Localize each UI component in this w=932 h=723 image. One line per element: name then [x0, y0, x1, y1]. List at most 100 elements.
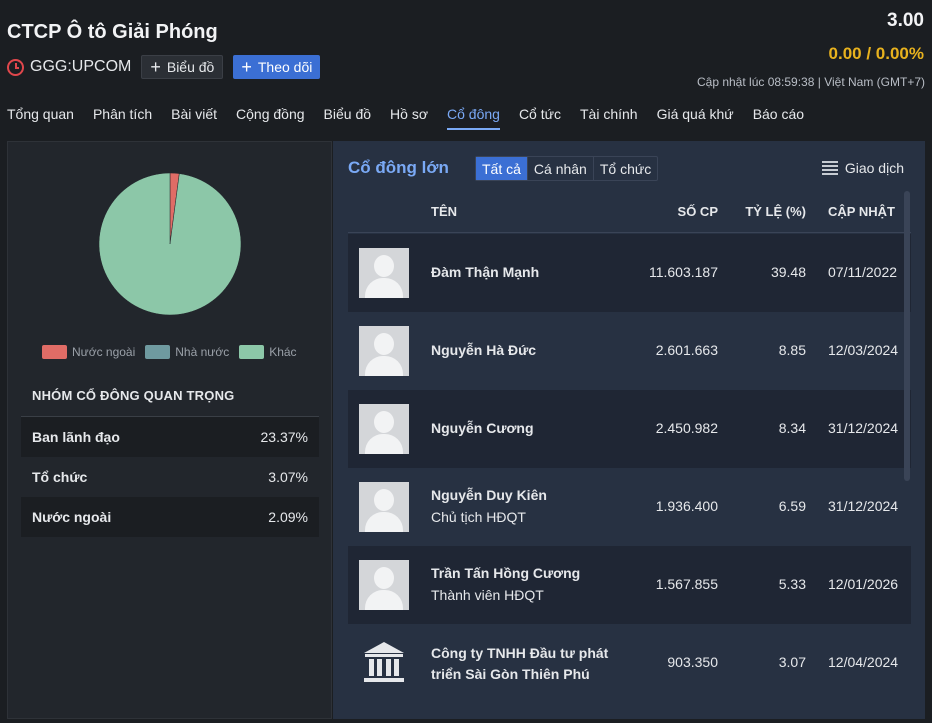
ownership-ratio: 39.48: [770, 264, 806, 280]
group-value: 23.37%: [260, 429, 308, 445]
tab-overview[interactable]: Tổng quan: [7, 106, 74, 122]
tab-analysis[interactable]: Phân tích: [92, 106, 153, 122]
share-count: 11.603.187: [648, 264, 718, 280]
table-row[interactable]: Công ty TNHH Đầu tư phát triển Sài Gòn T…: [348, 624, 911, 702]
legend-swatch: [42, 345, 67, 359]
ticker-symbol: GGG:UPCOM: [30, 58, 132, 75]
legend-swatch: [239, 345, 265, 359]
share-count: 2.601.663: [655, 342, 718, 358]
ownership-panel: Nước ngoài Nhà nước Khác NHÓM CỔ ĐÔNG QU…: [7, 141, 332, 719]
update-date: 12/04/2024: [828, 654, 899, 670]
shareholder-filter-group: Tất cả Cá nhân Tổ chức: [475, 156, 659, 181]
tab-articles[interactable]: Bài viết: [171, 106, 218, 122]
ownership-ratio: 6.59: [778, 498, 806, 514]
key-shareholder-groups-title: NHÓM CỔ ĐÔNG QUAN TRỌNG: [32, 388, 235, 403]
group-row: Ban lãnh đạo 23.37%: [21, 417, 319, 457]
group-value: 3.07%: [268, 469, 308, 485]
shareholder-name: Công ty TNHH Đầu tư phát triển Sài Gòn T…: [431, 645, 609, 682]
legend-item-state[interactable]: Nhà nước: [145, 345, 229, 359]
filter-all[interactable]: Tất cả: [476, 157, 527, 180]
avatar: [359, 326, 409, 376]
table-header: TÊN SỐ CP TỶ LỆ (%) CẬP NHẬT: [348, 191, 911, 233]
avatar: [359, 482, 409, 532]
tab-profile[interactable]: Hồ sơ: [390, 106, 428, 122]
tab-community[interactable]: Cộng đồng: [236, 106, 305, 122]
group-label: Tổ chức: [32, 469, 88, 485]
ownership-ratio: 3.07: [778, 654, 806, 670]
legend-swatch: [145, 345, 171, 359]
column-header-shares[interactable]: SỐ CP: [677, 204, 718, 219]
clock-icon: [7, 58, 24, 76]
group-label: Ban lãnh đạo: [32, 429, 120, 445]
share-count: 2.450.982: [655, 420, 718, 436]
legend-label: Nhà nước: [175, 345, 230, 359]
ownership-ratio: 5.33: [778, 576, 806, 592]
legend-label: Nước ngoài: [72, 345, 136, 359]
ownership-pie-chart: [98, 172, 242, 316]
table-row[interactable]: Nguyễn Duy Kiên Chủ tịch HĐQT 1.936.400 …: [348, 468, 911, 546]
ownership-ratio: 8.34: [778, 420, 806, 436]
column-header-updated[interactable]: CẬP NHẬT: [828, 204, 895, 219]
update-date: 31/12/2024: [828, 420, 899, 436]
table-row[interactable]: Nguyễn Hà Đức 2.601.663 8.85 12/03/2024: [348, 312, 911, 390]
price-change: 0.00 / 0.00%: [828, 44, 924, 63]
chart-button[interactable]: + Biểu đồ: [141, 55, 224, 79]
update-time: Cập nhật lúc 08:59:38 | Việt Nam (GMT+7): [696, 75, 925, 89]
tab-chart[interactable]: Biểu đồ: [323, 106, 372, 122]
key-shareholder-groups-table: Ban lãnh đạo 23.37% Tổ chức 3.07% Nước n…: [21, 416, 319, 537]
legend-item-other[interactable]: Khác: [239, 345, 297, 359]
list-icon: [821, 161, 838, 175]
follow-button[interactable]: + Theo dõi: [233, 55, 321, 79]
transactions-label: Giao dịch: [844, 160, 904, 176]
shareholder-list: Đàm Thận Mạnh 11.603.187 39.48 07/11/202…: [348, 234, 911, 702]
group-row: Nước ngoài 2.09%: [21, 497, 319, 537]
pie-slice[interactable]: [98, 172, 242, 316]
filter-individual[interactable]: Cá nhân: [526, 157, 593, 180]
column-header-ratio[interactable]: TỶ LỆ (%): [745, 204, 806, 219]
company-name: CTCP Ô tô Giải Phóng: [7, 21, 218, 43]
update-date: 12/01/2026: [828, 576, 899, 592]
tab-financials[interactable]: Tài chính: [580, 106, 638, 122]
update-date: 07/11/2022: [828, 264, 898, 280]
table-row[interactable]: Đàm Thận Mạnh 11.603.187 39.48 07/11/202…: [348, 234, 911, 312]
transactions-button[interactable]: Giao dịch: [821, 160, 904, 176]
tab-shareholders[interactable]: Cổ đông: [447, 106, 500, 130]
scrollbar[interactable]: [904, 191, 910, 481]
plus-icon: +: [150, 57, 161, 77]
major-shareholders-title: Cổ đông lớn: [348, 158, 449, 177]
bank-icon: [364, 642, 404, 682]
ownership-ratio: 8.85: [778, 342, 806, 358]
tab-price-history[interactable]: Giá quá khứ: [656, 106, 734, 122]
group-label: Nước ngoài: [32, 509, 112, 525]
shareholder-name: Đàm Thận Mạnh: [431, 264, 540, 280]
avatar: [359, 560, 409, 610]
table-row[interactable]: Nguyễn Cương 2.450.982 8.34 31/12/2024: [348, 390, 911, 468]
major-shareholders-panel: Cổ đông lớn Tất cả Cá nhân Tổ chức Giao …: [333, 141, 925, 719]
legend-item-foreign[interactable]: Nước ngoài: [42, 345, 135, 359]
shareholder-name: Nguyễn Duy Kiên: [431, 487, 547, 503]
update-date: 31/12/2024: [828, 498, 899, 514]
shareholder-name: Nguyễn Hà Đức: [431, 342, 537, 358]
stock-price: 3.00: [887, 10, 924, 31]
filter-organization[interactable]: Tổ chức: [592, 157, 657, 180]
tab-dividends[interactable]: Cổ tức: [518, 106, 561, 122]
shareholder-name: Trần Tấn Hồng Cương: [431, 565, 581, 581]
avatar: [359, 248, 409, 298]
table-row[interactable]: Trần Tấn Hồng Cương Thành viên HĐQT 1.56…: [348, 546, 911, 624]
legend-label: Khác: [269, 345, 297, 359]
tab-reports[interactable]: Báo cáo: [752, 106, 805, 122]
group-value: 2.09%: [268, 509, 308, 525]
chart-button-label: Biểu đồ: [166, 59, 215, 75]
shareholder-role: Thành viên HĐQT: [431, 587, 544, 603]
avatar: [359, 404, 409, 454]
tab-bar: Tổng quan Phân tích Bài viết Cộng đồng B…: [0, 106, 816, 130]
column-header-name[interactable]: TÊN: [431, 204, 457, 219]
follow-button-label: Theo dõi: [257, 59, 313, 75]
pie-legend: Nước ngoài Nhà nước Khác: [42, 345, 307, 359]
share-count: 1.936.400: [655, 498, 718, 514]
share-count: 1.567.855: [655, 576, 718, 592]
ticker-row: GGG:UPCOM + Biểu đồ + Theo dõi: [7, 55, 321, 79]
group-row: Tổ chức 3.07%: [21, 457, 319, 497]
share-count: 903.350: [667, 654, 718, 670]
update-date: 12/03/2024: [828, 342, 899, 358]
